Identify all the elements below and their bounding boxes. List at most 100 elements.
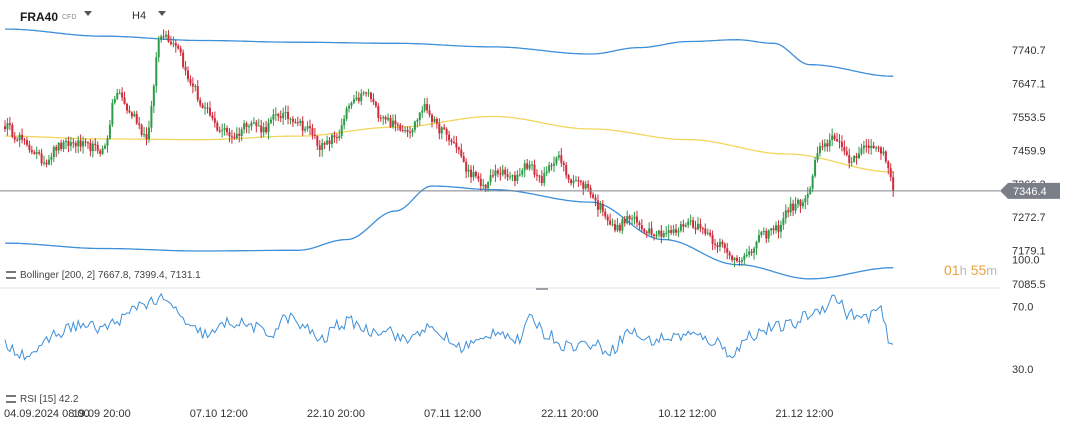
candle-down (750, 251, 753, 253)
candle-down (694, 227, 697, 230)
candle-down (618, 224, 621, 231)
candle-down (313, 134, 316, 137)
current-price-tag (1000, 182, 1060, 199)
instrument-type-badge: CFD (62, 14, 77, 21)
symbol-dropdown-icon[interactable] (84, 11, 92, 16)
candle-down (60, 142, 63, 149)
candle-up (487, 182, 490, 189)
candle-down (540, 176, 543, 184)
timeframe-selector[interactable]: H4 (132, 10, 147, 22)
candle-up (306, 126, 309, 129)
candle-up (760, 231, 763, 236)
candle-up (391, 120, 394, 127)
candle-down (496, 170, 499, 174)
candle-up (77, 140, 80, 147)
countdown-hours: 01 (944, 262, 960, 278)
candle-up (631, 218, 634, 220)
candle-down (736, 258, 738, 261)
candle-up (806, 194, 809, 199)
candle-down (892, 177, 895, 191)
price-tick-label: 7647.1 (1012, 79, 1046, 91)
candle-up (150, 106, 153, 128)
candle-down (323, 143, 326, 145)
candle-down (135, 114, 138, 124)
candle-up (816, 153, 819, 161)
candle-down (601, 203, 604, 212)
candle-down (140, 125, 143, 135)
candle-up (240, 129, 243, 136)
candle-down (435, 119, 438, 124)
candle-up (814, 160, 817, 176)
candle-down (848, 155, 851, 163)
candle-down (606, 216, 609, 221)
candle-up (101, 148, 104, 154)
candle-down (628, 216, 631, 220)
time-tick-label: 04.09.2024 08:00 (4, 408, 90, 420)
candle-down (174, 43, 177, 46)
candle-down (660, 230, 663, 237)
candle-down (504, 169, 507, 175)
candle-down (213, 118, 216, 123)
candle-down (484, 184, 487, 189)
candle-up (757, 235, 760, 242)
candle-up (382, 116, 385, 119)
candle-down (8, 123, 11, 125)
candle-up (794, 204, 797, 211)
rsi-params: [15] (39, 394, 57, 405)
candle-down (130, 112, 133, 117)
candle-up (467, 169, 470, 172)
candle-down (867, 145, 870, 148)
candle-down (201, 104, 204, 108)
candle-down (184, 66, 187, 71)
candle-down (623, 219, 626, 224)
candle-down (389, 117, 392, 127)
candle-down (884, 151, 887, 162)
candle-down (562, 162, 565, 166)
candle-down (30, 150, 33, 153)
candle-up (753, 248, 756, 253)
bollinger-legend[interactable]: Bollinger [200, 2] 7667.8, 7399.4, 7131.… (6, 270, 201, 281)
candle-down (443, 127, 446, 130)
candle-down (840, 141, 843, 148)
candle-up (355, 97, 358, 100)
candle-down (21, 134, 24, 140)
candle-down (787, 210, 790, 213)
time-tick-label: 22.11 20:00 (541, 408, 598, 420)
rsi-legend[interactable]: RSI [15] 42.2 (6, 394, 78, 405)
candle-up (853, 156, 856, 162)
countdown-hours-unit: h (959, 263, 967, 278)
candle-up (677, 230, 680, 233)
candle-down (889, 168, 892, 178)
candle-up (269, 119, 272, 123)
candle-down (335, 137, 338, 139)
candle-up (621, 219, 624, 231)
candle-up (282, 113, 285, 119)
candle-up (572, 180, 575, 184)
candle-up (248, 126, 250, 128)
candle-up (599, 203, 602, 210)
candle-down (121, 92, 124, 98)
timeframe-dropdown-icon[interactable] (158, 11, 166, 16)
candle-down (675, 229, 677, 233)
bollinger-upper-band (4, 28, 894, 77)
candle-down (216, 122, 219, 131)
candle-down (384, 116, 387, 120)
candle-down (609, 220, 612, 225)
indicator-settings-icon[interactable] (6, 395, 16, 403)
candle-down (457, 147, 460, 150)
candle-up (797, 199, 799, 205)
candle-down (682, 224, 685, 227)
candle-down (374, 101, 377, 107)
candle-down (28, 144, 31, 151)
candle-up (557, 155, 560, 158)
candle-up (743, 255, 746, 260)
candle-down (838, 141, 841, 143)
candle-up (684, 225, 687, 227)
candle-down (189, 79, 192, 84)
symbol-label[interactable]: FRA40 (20, 10, 59, 24)
candle-down (296, 122, 299, 124)
candle-up (775, 225, 778, 231)
candle-down (372, 99, 375, 102)
indicator-settings-icon[interactable] (6, 271, 16, 279)
